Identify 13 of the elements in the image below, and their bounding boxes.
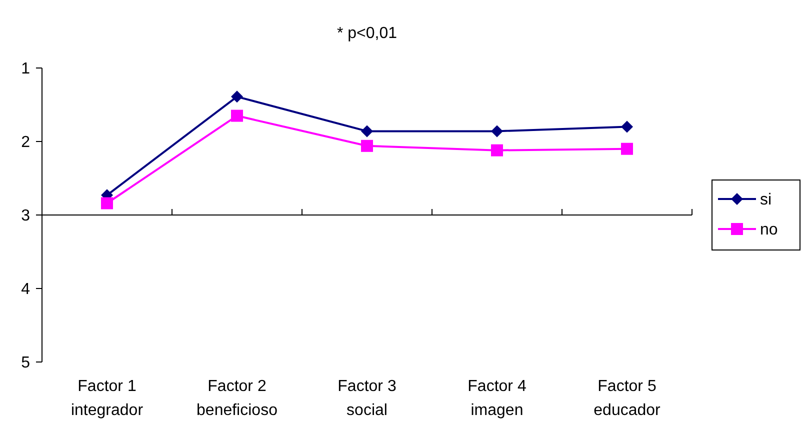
legend-label: no: [760, 222, 778, 239]
y-tick-label: 5: [21, 354, 30, 372]
y-tick-label: 4: [21, 281, 30, 298]
y-tick-label: 1: [21, 60, 30, 78]
x-tick-label: Factor 3 social: [338, 378, 396, 419]
x-tick-label: Factor 2 beneficioso: [196, 378, 278, 419]
x-tick-label: Factor 5 educador: [594, 378, 662, 419]
x-tick-label: Factor 4 imagen: [468, 378, 526, 419]
x-tick-label: Factor 1 integrador: [70, 378, 144, 419]
legend-label: si: [760, 192, 772, 209]
y-tick-label: 2: [21, 134, 30, 152]
chart-title: * p<0,01: [336, 25, 398, 42]
y-tick-label: 3: [21, 208, 30, 225]
